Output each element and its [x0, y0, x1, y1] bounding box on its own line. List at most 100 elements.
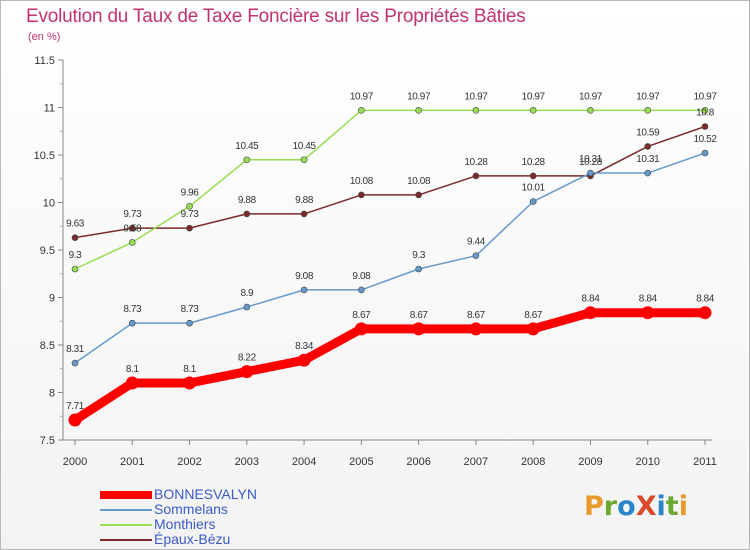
y-tick-label-4: 9.5 [40, 245, 55, 257]
data-point-0-6 [412, 322, 426, 336]
data-point-0-5 [354, 322, 368, 336]
logo-letter: X [635, 491, 657, 522]
data-label-0-4: 8.34 [295, 341, 314, 352]
data-label-3-1: 9.73 [123, 209, 142, 220]
data-point-2-4 [300, 156, 308, 164]
data-label-1-0: 8.31 [66, 344, 85, 355]
x-tick-label-2: 2002 [177, 456, 201, 468]
series-line-0 [70, 308, 710, 425]
data-point-0-3 [240, 365, 254, 379]
legend-swatch [100, 524, 152, 526]
x-tick-label-0: 2000 [63, 456, 87, 468]
legend-swatch [100, 509, 152, 511]
data-label-2-6: 10.97 [407, 91, 431, 102]
data-point-2-3 [243, 156, 251, 164]
data-label-2-3: 10.45 [235, 141, 259, 152]
data-point-3-3 [243, 210, 251, 218]
data-label-1-3: 8.9 [240, 288, 254, 299]
proxiti-logo: ProXiti [584, 491, 688, 522]
data-label-2-8: 10.97 [522, 91, 546, 102]
data-label-1-1: 8.73 [123, 304, 142, 315]
data-point-1-11 [701, 149, 709, 157]
data-point-1-7 [472, 252, 480, 259]
data-label-2-2: 9.96 [181, 187, 200, 198]
data-label-0-7: 8.67 [467, 310, 486, 321]
data-point-0-9 [583, 306, 597, 320]
series-line-3 [74, 125, 706, 239]
data-point-2-10 [644, 107, 652, 114]
logo-letter: i [678, 491, 688, 522]
data-point-0-4 [297, 353, 311, 367]
x-tick-label-3: 2003 [235, 456, 259, 468]
y-tick-label-1: 8 [49, 388, 55, 400]
data-point-1-4 [300, 286, 308, 294]
chart-subtitle: (en %) [28, 31, 61, 43]
x-tick-label-10: 2010 [635, 456, 659, 468]
logo-letter: i [656, 491, 666, 522]
data-point-3-10 [644, 143, 652, 150]
data-point-3-2 [186, 224, 193, 232]
data-label-1-10: 10.31 [636, 154, 660, 165]
y-tick-label-7: 11 [44, 103, 55, 115]
data-label-0-11: 8.84 [696, 294, 715, 305]
data-point-3-6 [415, 191, 422, 199]
data-label-3-8: 10.28 [522, 157, 546, 168]
data-label-0-9: 8.84 [582, 294, 601, 305]
data-point-1-10 [644, 169, 652, 177]
legend-label: Épaux-Bézu [154, 531, 231, 547]
data-label-0-5: 8.67 [352, 310, 371, 321]
y-tick-label-2: 8.5 [40, 340, 55, 352]
data-label-2-11: 10.97 [693, 91, 717, 102]
data-label-1-2: 8.73 [181, 304, 200, 315]
y-tick-label-6: 10.5 [34, 150, 55, 162]
data-label-3-6: 10.08 [407, 176, 431, 187]
data-label-3-11: 10.8 [696, 108, 715, 119]
x-tick-label-11: 2011 [693, 456, 717, 468]
data-point-2-5 [358, 107, 365, 114]
data-label-1-4: 9.08 [295, 271, 314, 282]
data-label-0-3: 8.22 [238, 353, 257, 364]
data-label-3-2: 9.73 [181, 209, 200, 220]
legend-swatch [100, 539, 152, 541]
x-tick-label-4: 2004 [292, 456, 316, 468]
data-label-1-6: 9.3 [412, 250, 426, 261]
data-point-1-8 [529, 198, 537, 205]
data-point-0-11 [698, 306, 712, 320]
data-label-3-9: 10.28 [579, 157, 603, 168]
data-label-3-0: 9.63 [66, 219, 85, 230]
data-point-2-6 [415, 107, 422, 114]
data-point-2-0 [71, 265, 79, 273]
data-label-2-1: 9.58 [123, 223, 142, 234]
chart-title: Evolution du Taux de Taxe Foncière sur l… [26, 6, 526, 27]
data-label-2-4: 10.45 [293, 141, 317, 152]
data-label-0-2: 8.1 [183, 364, 197, 375]
data-label-3-4: 9.88 [295, 195, 314, 206]
data-point-3-5 [358, 191, 365, 199]
data-point-3-8 [529, 172, 537, 180]
data-label-3-3: 9.88 [238, 195, 257, 206]
x-tick-label-6: 2006 [406, 456, 430, 468]
data-point-1-3 [243, 303, 251, 311]
data-point-1-1 [128, 319, 136, 327]
data-point-3-1 [128, 224, 136, 232]
y-tick-label-3: 9 [49, 293, 55, 305]
data-label-1-8: 10.01 [522, 183, 546, 194]
legend-label: Sommelans [154, 501, 228, 517]
data-point-3-4 [300, 210, 308, 218]
data-label-2-7: 10.97 [464, 91, 488, 102]
data-label-0-6: 8.67 [410, 310, 429, 321]
y-tick-label-0: 7.5 [40, 435, 55, 447]
x-tick-label-7: 2007 [464, 456, 488, 468]
data-point-0-7 [469, 322, 483, 336]
data-point-2-8 [529, 107, 537, 114]
data-point-2-9 [587, 107, 594, 114]
data-point-3-0 [71, 234, 79, 241]
logo-letter: o [617, 491, 636, 522]
data-point-1-2 [186, 319, 193, 327]
data-point-1-9 [587, 169, 594, 177]
data-label-2-5: 10.97 [350, 91, 374, 102]
data-point-2-1 [128, 239, 136, 246]
data-point-0-10 [641, 306, 655, 320]
